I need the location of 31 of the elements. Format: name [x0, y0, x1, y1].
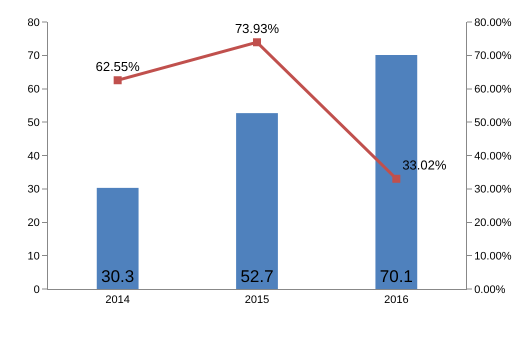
y-tick-label: 70	[28, 50, 40, 62]
y-tick-label: 50	[28, 116, 40, 129]
point	[392, 174, 400, 183]
point	[253, 38, 261, 46]
data-label: 52.7	[240, 267, 274, 286]
y-tick-label: 20	[28, 217, 40, 230]
y2-tick-label: 10.00%	[474, 250, 512, 262]
y2-tick-label: 50.00%	[474, 116, 512, 129]
y-tick-label: 60	[28, 84, 40, 96]
y2-tick-label: 0.00%	[474, 284, 506, 296]
y-tick-label: 80	[28, 16, 40, 29]
x-tick-label: 2015	[244, 294, 270, 306]
data-label: 73.93%	[234, 21, 280, 36]
y2-tick-label: 20.00%	[474, 217, 512, 230]
y-tick-label: 10	[28, 250, 40, 262]
bar	[236, 113, 278, 289]
data-label: 30.3	[101, 267, 134, 286]
bar	[96, 188, 139, 289]
y-tick-label: 40	[28, 150, 40, 162]
y2-tick-label: 30.00%	[474, 184, 512, 196]
y2-tick-label: 60.00%	[474, 84, 512, 96]
point	[114, 76, 122, 84]
data-label: 70.1	[380, 267, 413, 286]
y2-tick-label: 40.00%	[474, 150, 512, 162]
x-tick-label: 2016	[384, 294, 409, 306]
y2-tick-label: 70.00%	[474, 50, 512, 62]
y2-tick-label: 80.00%	[474, 16, 512, 29]
data-label: 62.55%	[96, 58, 140, 74]
y-tick-label: 30	[28, 184, 40, 196]
y-tick-label: 0	[34, 284, 40, 296]
x-tick-label: 2014	[105, 294, 130, 306]
